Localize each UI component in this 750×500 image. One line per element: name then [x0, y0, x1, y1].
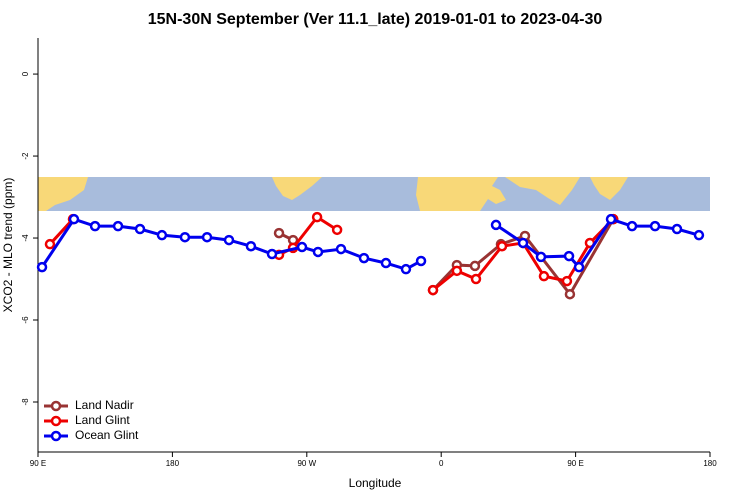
legend-label: Land Glint — [75, 413, 130, 427]
data-point — [563, 250, 575, 262]
chart-title: 15N-30N September (Ver 11.1_late) 2019-0… — [148, 11, 603, 28]
data-point — [538, 270, 550, 282]
data-point — [605, 213, 617, 225]
x-axis-label: Longitude — [349, 476, 402, 490]
data-point — [693, 229, 705, 241]
legend-label: Ocean Glint — [75, 428, 139, 442]
data-point — [156, 229, 168, 241]
x-tick-label: 90 E — [30, 459, 46, 468]
x-tick-label: 180 — [166, 459, 180, 468]
data-point — [564, 288, 576, 300]
data-point — [266, 248, 278, 260]
data-point — [201, 231, 213, 243]
y-tick-label: 0 — [21, 71, 30, 76]
data-point — [134, 223, 146, 235]
legend-marker — [50, 430, 62, 442]
data-point — [671, 223, 683, 235]
data-point — [179, 231, 191, 243]
data-point — [245, 240, 257, 252]
data-point — [112, 220, 124, 232]
data-point — [561, 275, 573, 287]
data-point — [626, 220, 638, 232]
x-tick-label: 90 E — [567, 459, 583, 468]
axes — [37, 38, 710, 453]
data-point — [469, 260, 481, 272]
data-point — [380, 257, 392, 269]
data-point — [496, 240, 508, 252]
x-tick-label: 90 W — [297, 459, 316, 468]
data-point — [311, 211, 323, 223]
data-point — [296, 241, 308, 253]
y-tick-label: -8 — [21, 398, 30, 406]
data-point — [517, 237, 529, 249]
data-point — [535, 251, 547, 263]
data-point — [470, 273, 482, 285]
y-tick-label: -6 — [21, 316, 30, 324]
data-point — [358, 252, 370, 264]
data-point — [427, 284, 439, 296]
y-tick-label: -4 — [21, 234, 30, 242]
data-point — [451, 265, 463, 277]
data-point — [573, 261, 585, 273]
data-point — [44, 238, 56, 250]
data-point — [335, 243, 347, 255]
y-tick-label: -2 — [21, 152, 30, 160]
data-point — [649, 220, 661, 232]
data-point — [331, 224, 343, 236]
data-point — [36, 261, 48, 273]
map-band — [38, 177, 710, 211]
legend-marker — [50, 400, 62, 412]
x-tick-label: 0 — [439, 459, 444, 468]
data-point — [89, 220, 101, 232]
legend-marker — [50, 415, 62, 427]
data-point — [312, 246, 324, 258]
y-axis-label: XCO2 - MLO trend (ppm) — [1, 178, 15, 313]
data-point — [490, 219, 502, 231]
data-point — [415, 255, 427, 267]
legend-label: Land Nadir — [75, 398, 134, 412]
data-point — [400, 263, 412, 275]
data-point — [273, 227, 285, 239]
x-tick-label: 180 — [703, 459, 717, 468]
data-point — [68, 213, 80, 225]
data-point — [223, 234, 235, 246]
